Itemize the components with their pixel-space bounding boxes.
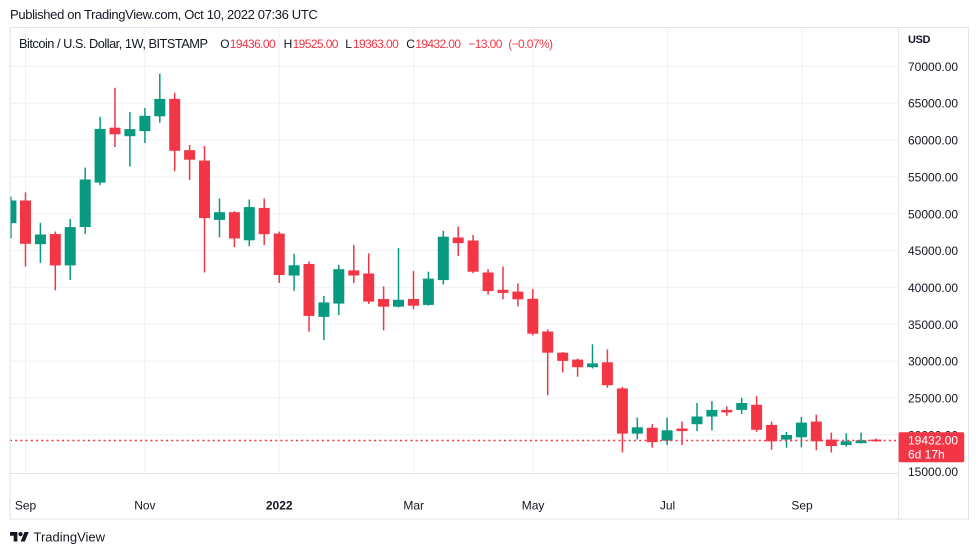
svg-text:60000.00: 60000.00 [908,134,958,148]
svg-text:C: C [406,37,415,51]
svg-text:19363.00: 19363.00 [353,37,399,51]
svg-text:55000.00: 55000.00 [908,170,958,184]
svg-text:50000.00: 50000.00 [908,207,958,221]
svg-text:H: H [284,37,292,51]
svg-text:70000.00: 70000.00 [908,60,958,74]
svg-text:Published on TradingView.com,: Published on TradingView.com, Oct 10, 20… [10,7,317,22]
svg-text:TradingView: TradingView [34,529,106,544]
svg-text:(−0.07%): (−0.07%) [508,37,553,51]
svg-text:15000.00: 15000.00 [908,465,958,479]
svg-text:Nov: Nov [134,498,155,512]
svg-text:Jul: Jul [660,498,675,512]
svg-text:2022: 2022 [266,498,293,512]
svg-text:30000.00: 30000.00 [908,355,958,369]
svg-text:45000.00: 45000.00 [908,244,958,258]
svg-text:19436.00: 19436.00 [230,37,276,51]
svg-text:40000.00: 40000.00 [908,281,958,295]
svg-text:19432.00: 19432.00 [415,37,461,51]
svg-text:L: L [345,37,352,51]
svg-text:65000.00: 65000.00 [908,97,958,111]
svg-text:Sep: Sep [791,498,813,512]
svg-text:May: May [522,498,545,512]
svg-text:O: O [220,37,229,51]
svg-text:19525.00: 19525.00 [293,37,339,51]
svg-text:Sep: Sep [15,498,37,512]
svg-text:Mar: Mar [403,498,424,512]
svg-text:25000.00: 25000.00 [908,392,958,406]
svg-text:6d 17h: 6d 17h [908,448,945,462]
svg-text:19432.00: 19432.00 [908,434,958,448]
svg-text:−13.00: −13.00 [468,37,502,51]
svg-text:USD: USD [908,34,930,46]
svg-text:Bitcoin / U.S. Dollar, 1W, BIT: Bitcoin / U.S. Dollar, 1W, BITSTAMP [19,36,208,51]
svg-text:35000.00: 35000.00 [908,318,958,332]
